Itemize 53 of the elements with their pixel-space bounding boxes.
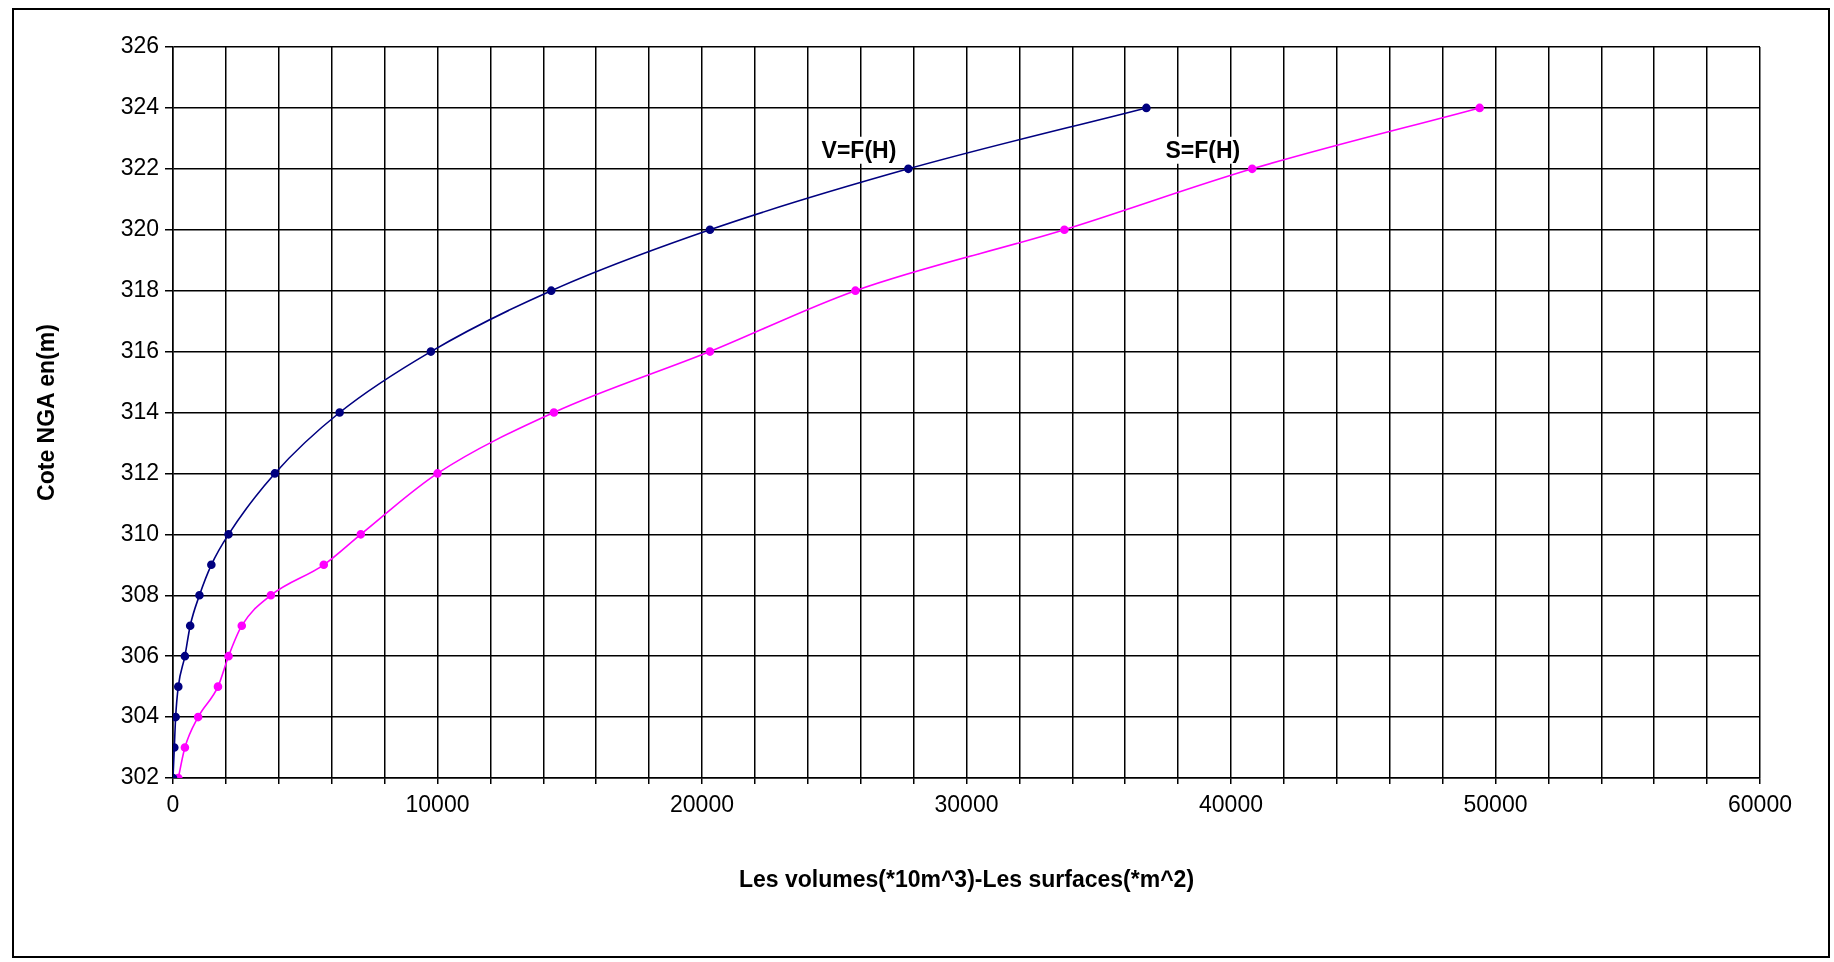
y-tick-label: 318	[120, 276, 159, 303]
y-tick-label: 316	[120, 336, 159, 363]
point	[180, 651, 190, 661]
point	[193, 712, 203, 722]
point	[237, 621, 247, 631]
y-tick-label: 314	[120, 397, 160, 424]
point	[433, 469, 442, 478]
point	[904, 164, 913, 174]
series-label: V=F(H)	[821, 136, 897, 163]
point	[185, 621, 195, 631]
y-tick-label: 306	[120, 641, 159, 668]
point	[195, 590, 204, 600]
x-tick-label: 10000	[405, 791, 470, 818]
y-axis-title: Cote NGA en(m)	[33, 324, 60, 501]
point	[1247, 164, 1257, 174]
point	[173, 712, 180, 722]
point	[270, 469, 280, 478]
point	[224, 530, 233, 539]
x-tick-label: 50000	[1463, 791, 1528, 818]
x-tick-label: 20000	[670, 791, 734, 818]
point	[173, 682, 183, 691]
y-tick-label: 302	[120, 763, 159, 790]
point	[266, 590, 276, 600]
point	[180, 743, 190, 752]
point	[705, 347, 715, 356]
point	[335, 408, 344, 417]
y-tick-label: 320	[120, 215, 159, 242]
series-label: S=F(H)	[1165, 136, 1241, 163]
point	[1060, 225, 1069, 235]
point	[1475, 103, 1484, 113]
y-tick-label: 326	[120, 32, 159, 59]
point	[546, 286, 556, 295]
x-tick-label: 40000	[1199, 791, 1263, 818]
x-tick-label: 30000	[934, 791, 999, 818]
x-axis-title: Les volumes(*10m^3)-Les surfaces(*m^2)	[738, 865, 1195, 892]
point	[207, 560, 216, 570]
y-tick-label: 312	[120, 458, 159, 485]
point	[426, 347, 436, 356]
point	[1142, 103, 1151, 113]
y-tick-label: 322	[120, 154, 159, 181]
x-tick-label: 0	[166, 791, 180, 818]
y-tick-label: 308	[120, 580, 159, 607]
point	[213, 682, 223, 691]
point	[319, 560, 329, 570]
point	[549, 408, 559, 417]
y-tick-label: 310	[120, 519, 159, 546]
point	[705, 225, 715, 235]
point	[851, 286, 860, 295]
y-tick-label: 324	[120, 93, 160, 120]
point	[356, 530, 366, 539]
x-tick-label: 60000	[1728, 791, 1792, 818]
point	[224, 651, 233, 661]
y-tick-label: 304	[120, 702, 160, 729]
